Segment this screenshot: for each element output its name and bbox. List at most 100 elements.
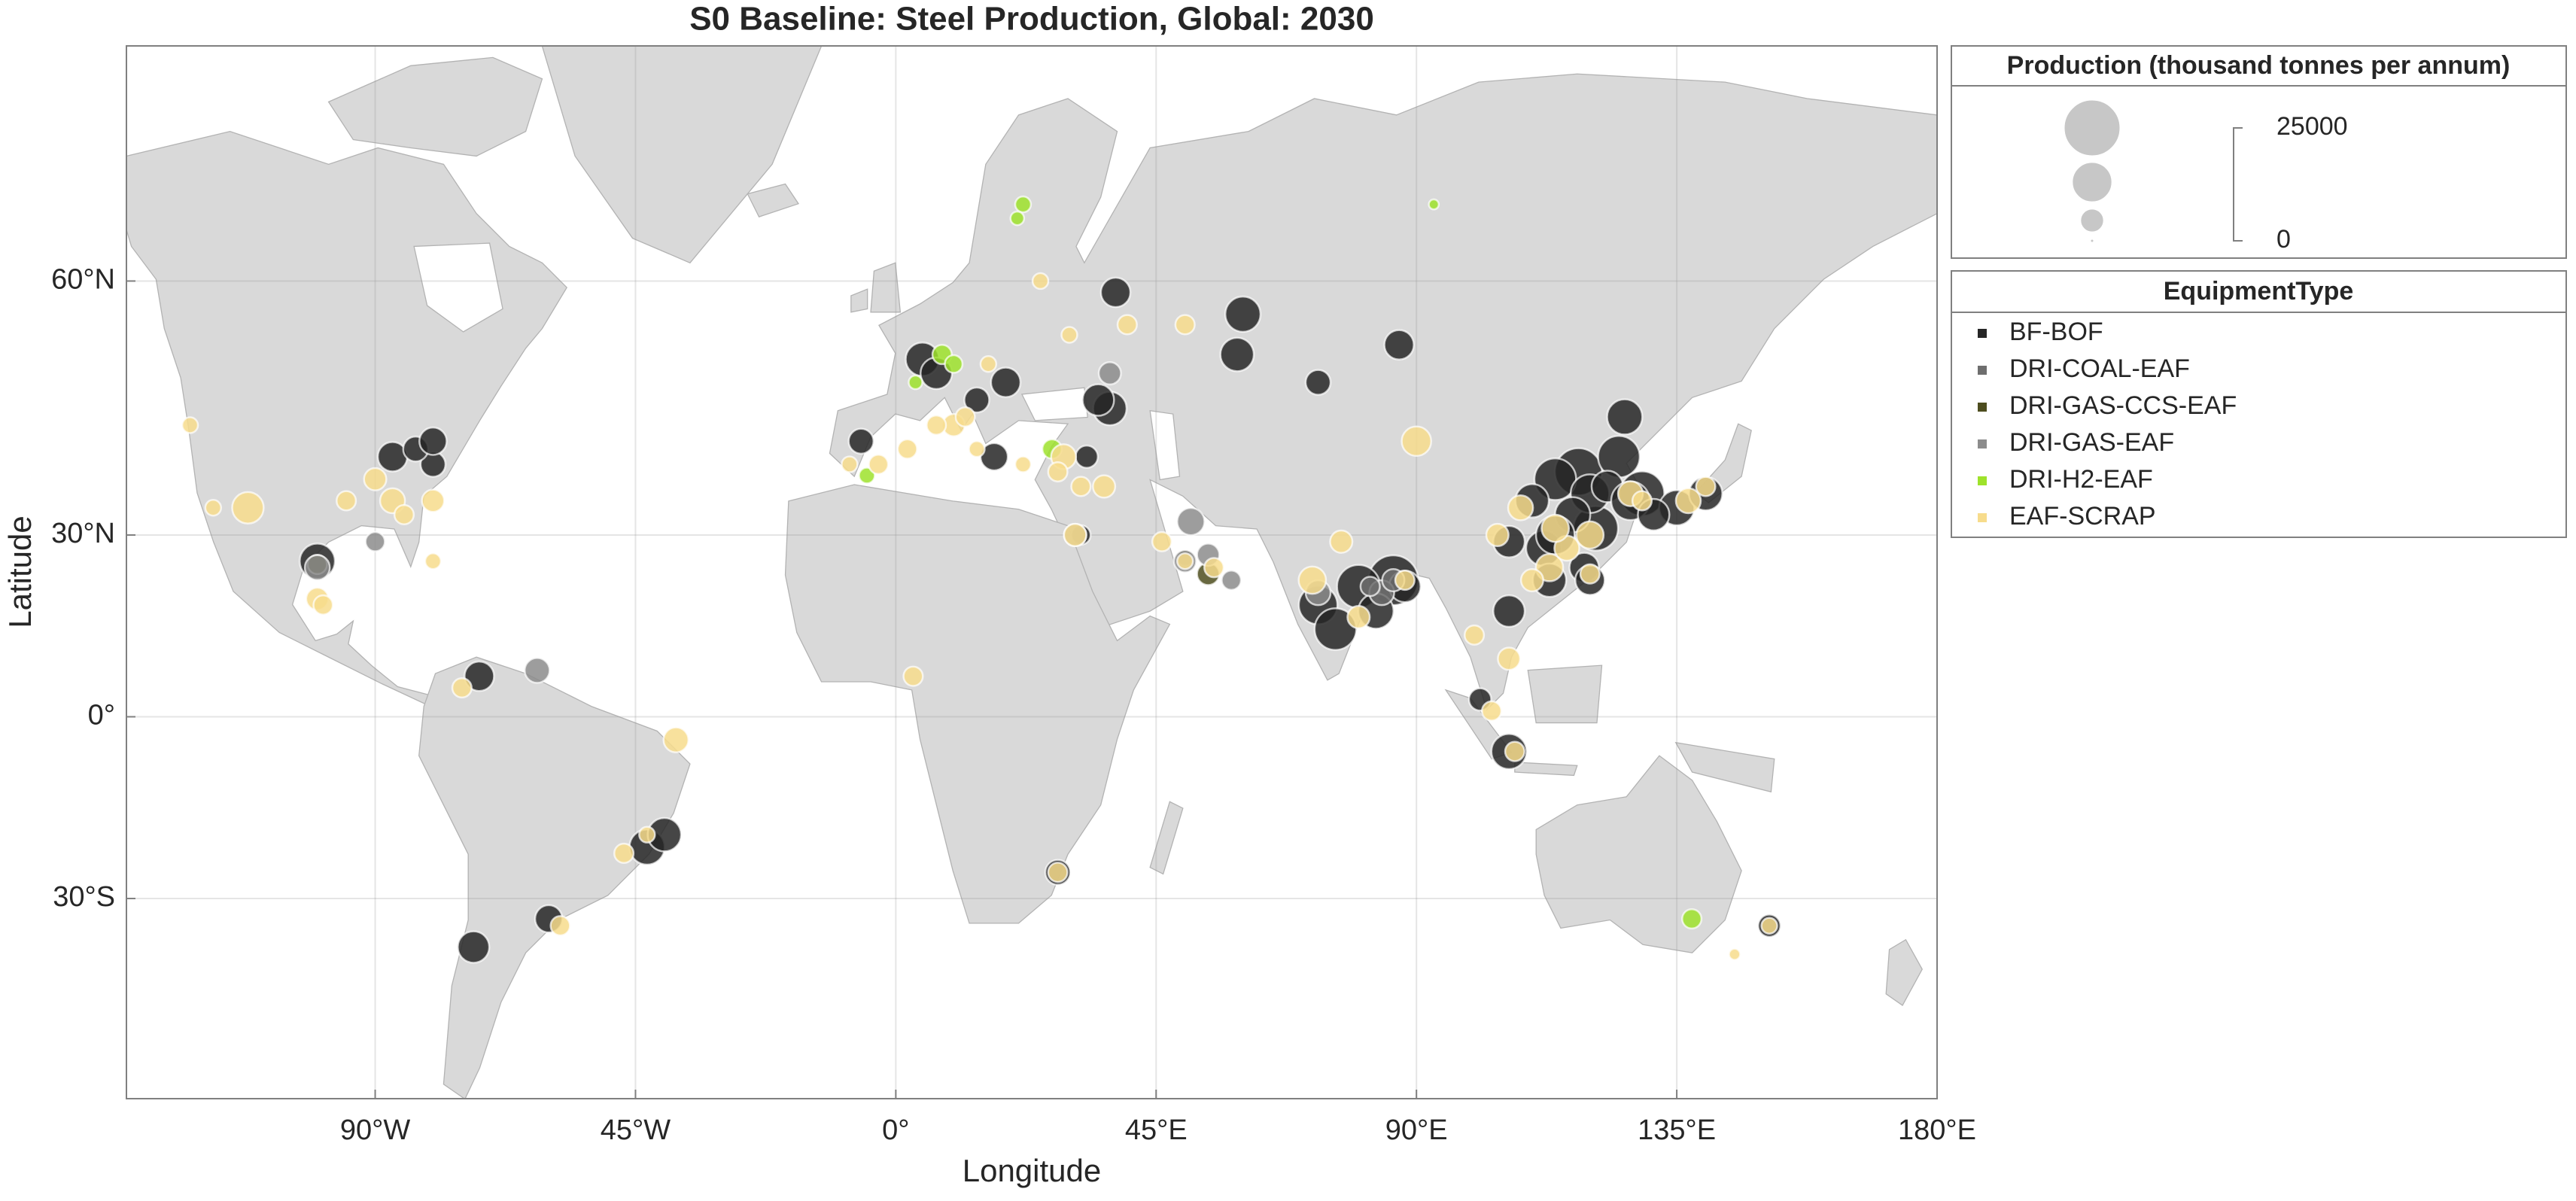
- bubble: [1063, 522, 1087, 548]
- bubble: [1606, 398, 1644, 436]
- bubble: [1224, 295, 1262, 333]
- legend-swatch: [1978, 476, 1987, 485]
- bubble: [1507, 494, 1534, 521]
- bubble: [1116, 314, 1138, 336]
- black-sea: [1020, 387, 1088, 421]
- madagascar: [1149, 801, 1184, 875]
- arctic-islands: [327, 56, 543, 157]
- bubble: [1031, 272, 1050, 290]
- bubble: [1097, 361, 1122, 386]
- bubble: [1081, 383, 1115, 417]
- plot-border: [126, 45, 1938, 1099]
- size-legend-title: Production (thousand tonnes per annum): [2007, 51, 2511, 80]
- caspian-sea: [1149, 410, 1181, 481]
- australia: [1535, 755, 1742, 953]
- bubble: [1304, 369, 1332, 396]
- bubble: [1504, 740, 1525, 762]
- south-america: [418, 656, 691, 1099]
- bubble: [1728, 947, 1741, 961]
- legend-swatch: [1978, 439, 1987, 448]
- y-tick-label: 30°S: [53, 881, 115, 913]
- bubble: [1297, 565, 1328, 595]
- bubble: [1497, 646, 1522, 671]
- bubble: [1175, 552, 1194, 570]
- bubble: [1099, 276, 1132, 309]
- bubble: [1074, 444, 1099, 470]
- bubble: [231, 491, 265, 524]
- bubble: [979, 355, 998, 373]
- bubble: [1092, 474, 1117, 499]
- bubble: [424, 552, 443, 570]
- new-zealand: [1885, 938, 1923, 1007]
- x-tick-label: 0°: [882, 1114, 909, 1146]
- bubble: [954, 406, 976, 428]
- bubble: [662, 726, 690, 754]
- legend-label: DRI-GAS-CCS-EAF: [2009, 391, 2237, 420]
- size-legend-bubble: [2080, 208, 2104, 233]
- size-legend-box: [1951, 45, 2567, 259]
- x-tick-label: 180°E: [1898, 1114, 1976, 1146]
- bubble: [1674, 487, 1702, 515]
- legend-label: DRI-COAL-EAF: [2009, 354, 2190, 383]
- bubble: [908, 374, 923, 391]
- x-tick-label: 45°E: [1125, 1114, 1188, 1146]
- bubble: [1401, 425, 1433, 458]
- bubble: [181, 416, 199, 434]
- british-isles: [850, 262, 902, 313]
- bubble: [457, 930, 491, 964]
- bubble: [1575, 520, 1605, 550]
- bubble: [312, 594, 334, 616]
- bubble: [1394, 569, 1416, 591]
- size-legend-bubble: [2064, 99, 2121, 157]
- bubble: [638, 825, 656, 844]
- legend-label: BF-BOF: [2009, 318, 2103, 346]
- bubble: [393, 503, 415, 526]
- bubble: [1174, 314, 1196, 336]
- bubble: [1203, 557, 1225, 579]
- hudson-bay: [413, 242, 503, 333]
- legend-swatch: [1978, 366, 1987, 375]
- bubble: [1540, 513, 1571, 543]
- bubble: [1579, 563, 1601, 585]
- legend-label: DRI-H2-EAF: [2009, 465, 2153, 494]
- bubble: [1631, 490, 1653, 512]
- bubble: [1492, 594, 1526, 628]
- bubble: [1151, 531, 1173, 552]
- bubble: [1221, 569, 1242, 591]
- y-axis-label: Latitude: [2, 515, 38, 628]
- bubble: [364, 531, 386, 552]
- bubble: [1176, 506, 1206, 537]
- bubble: [896, 438, 918, 460]
- size-legend-label: 25000: [2276, 112, 2348, 141]
- bubble: [1014, 195, 1033, 214]
- bubble: [1695, 476, 1717, 497]
- bubble: [421, 488, 446, 513]
- bubble: [847, 427, 875, 455]
- bubble: [868, 453, 890, 476]
- bubble: [1047, 862, 1069, 883]
- bubble: [1070, 476, 1092, 497]
- y-tick-label: 60°N: [51, 263, 115, 295]
- x-tick-label: 135°E: [1638, 1114, 1716, 1146]
- land-layer: [126, 46, 1937, 1099]
- land: [126, 46, 1937, 1099]
- bubble: [1329, 529, 1354, 554]
- bubble: [990, 366, 1022, 398]
- bubble: [464, 660, 495, 692]
- bubble: [902, 665, 924, 687]
- legend-swatch: [1978, 403, 1987, 412]
- size-legend-bracket: [2233, 127, 2243, 242]
- bubble: [944, 354, 964, 374]
- legend-swatch: [1978, 513, 1987, 522]
- x-axis-label: Longitude: [963, 1153, 1102, 1188]
- legend-swatch: [1978, 329, 1987, 338]
- x-tick-label: 90°E: [1385, 1114, 1448, 1146]
- bubble: [613, 842, 635, 865]
- bubble: [451, 677, 473, 699]
- bubble: [1681, 908, 1703, 930]
- x-tick-label: 90°W: [340, 1114, 410, 1146]
- bubble: [1014, 455, 1033, 473]
- bubble: [1313, 607, 1358, 651]
- y-tick-label: 30°N: [51, 518, 115, 549]
